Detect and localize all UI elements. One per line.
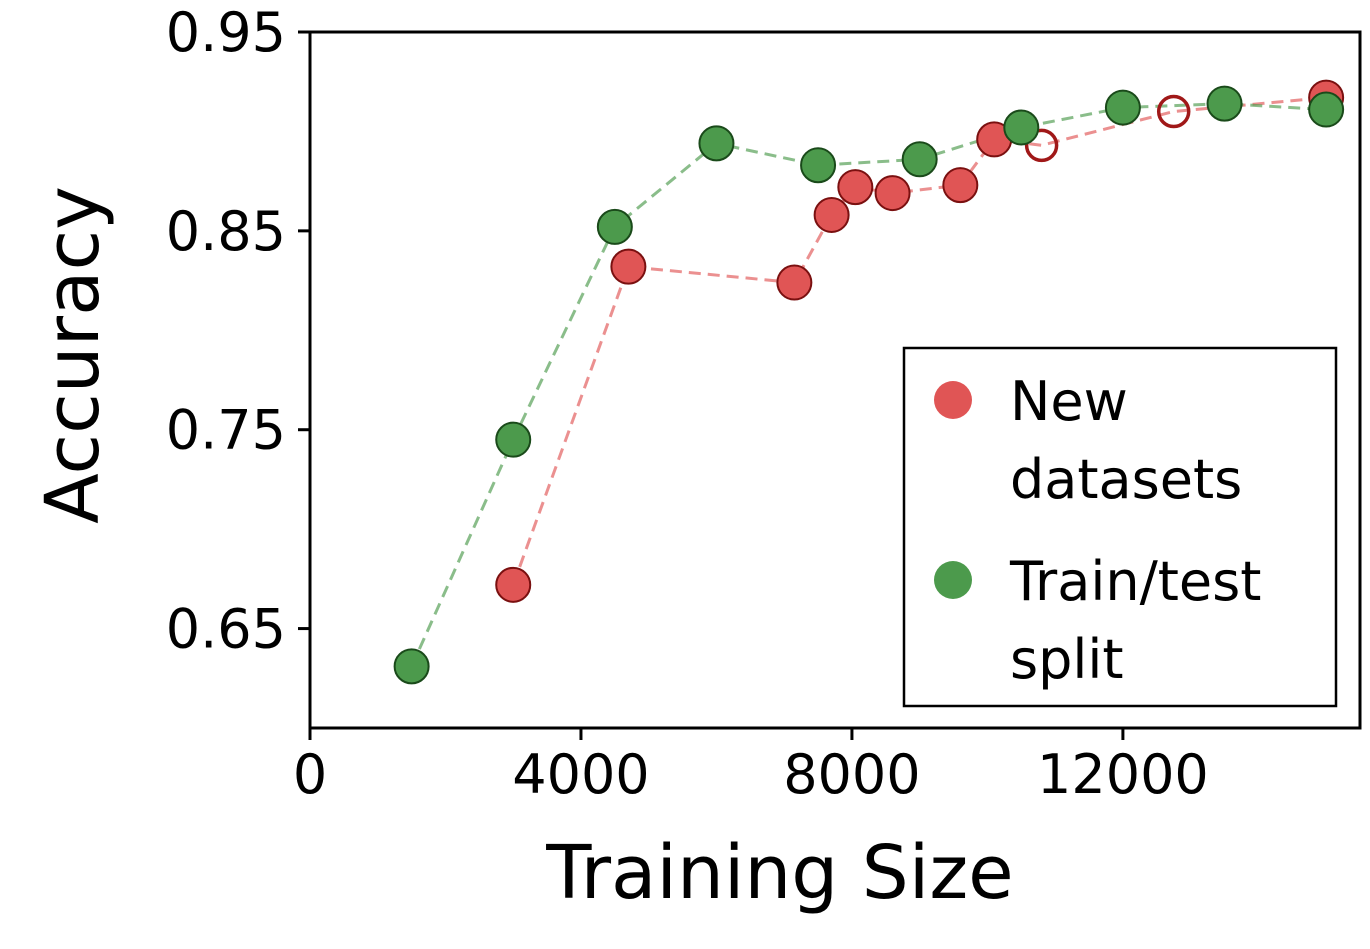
data-point-hollow [1024, 128, 1059, 163]
data-point [942, 167, 979, 204]
data-point [813, 196, 850, 233]
x-tick-label: 8000 [783, 743, 920, 806]
data-point [610, 248, 647, 285]
y-tick-label: 0.95 [166, 1, 286, 64]
legend-label: split [1010, 628, 1124, 691]
plot-frame [308, 30, 1362, 730]
data-point-hollow [1156, 94, 1191, 129]
y-axis-title: Accuracy [30, 186, 116, 524]
x-axis-title: Training Size [545, 830, 1013, 916]
legend-label: Train/test [1009, 550, 1261, 613]
legend: New datasets Train/test split [902, 346, 1338, 708]
data-point [495, 421, 532, 458]
y-axis-ticks: 0.65 0.75 0.85 0.95 [166, 1, 310, 661]
data-point [800, 147, 837, 184]
data-point [837, 169, 874, 206]
legend-box [902, 346, 1338, 708]
data-point [393, 648, 430, 685]
y-tick-label: 0.65 [166, 598, 286, 661]
legend-label: New [1010, 370, 1128, 433]
y-tick-label: 0.75 [166, 399, 286, 462]
x-axis-ticks: 0 4000 8000 12000 [293, 728, 1209, 806]
x-tick-label: 0 [293, 743, 327, 806]
data-point [1308, 91, 1345, 128]
data-point [596, 208, 633, 245]
legend-marker [934, 381, 972, 419]
data-point [698, 125, 735, 162]
data-point [495, 566, 532, 603]
y-tick-label: 0.85 [166, 200, 286, 263]
series-layer [393, 79, 1345, 685]
legend-label: datasets [1010, 448, 1242, 511]
data-point [1104, 89, 1141, 126]
legend-marker [934, 561, 972, 599]
x-tick-label: 4000 [512, 743, 649, 806]
series-line [410, 102, 1327, 668]
data-point [1003, 109, 1040, 146]
x-tick-label: 12000 [1037, 743, 1209, 806]
data-point [1206, 85, 1243, 122]
data-point [776, 264, 813, 301]
data-point [901, 141, 938, 178]
data-point [874, 175, 911, 212]
